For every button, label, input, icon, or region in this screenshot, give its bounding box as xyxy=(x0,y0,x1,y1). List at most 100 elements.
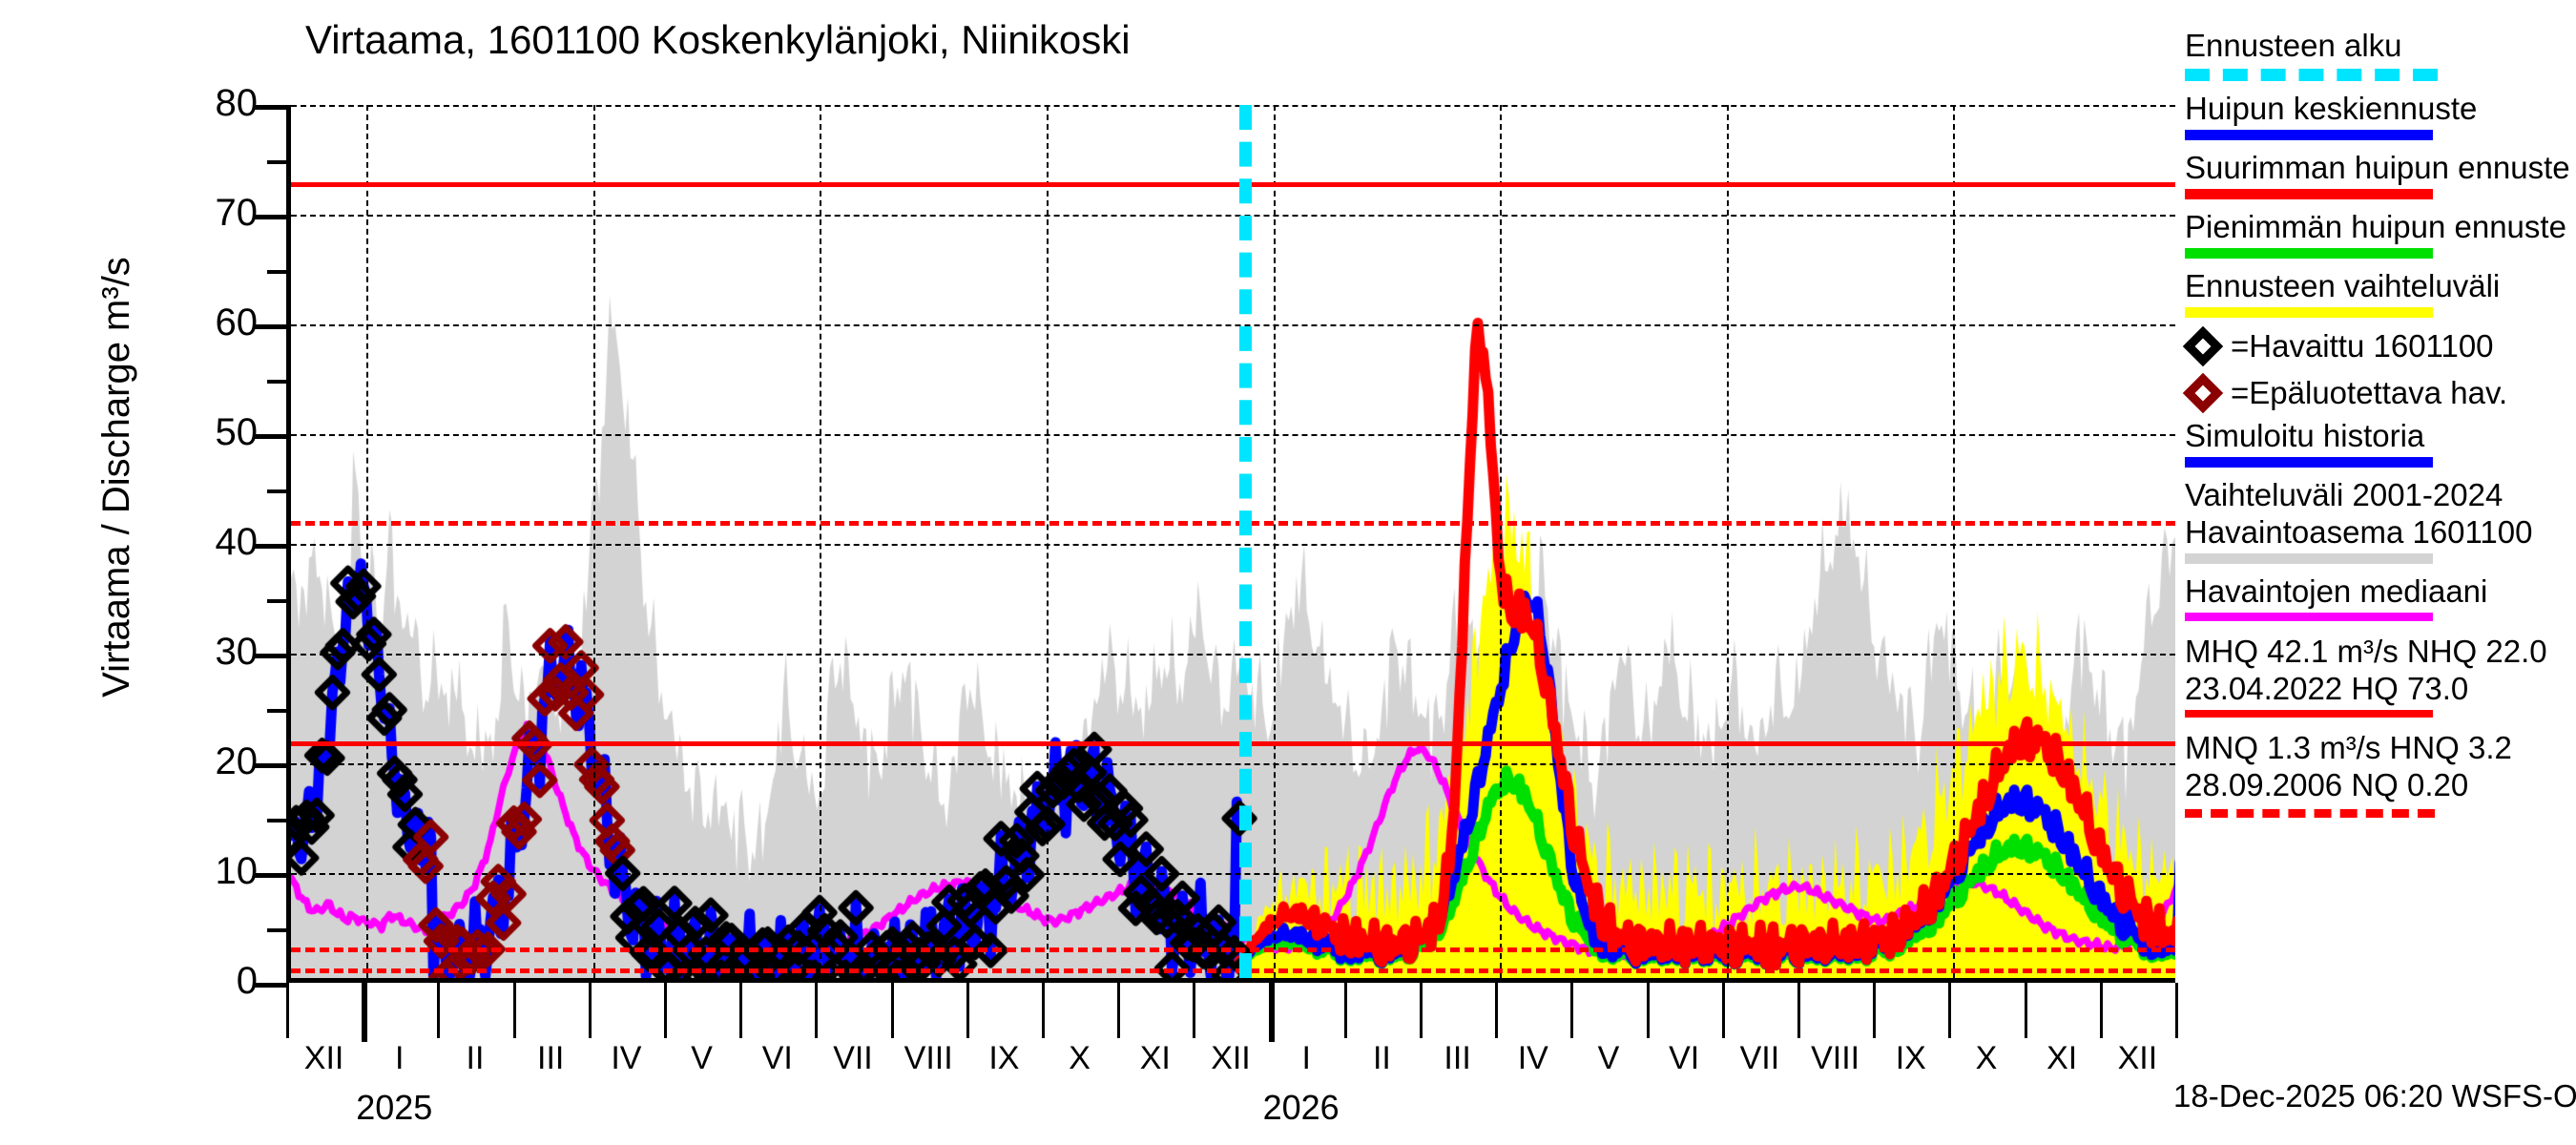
legend-label-simulated-history: Simuloitu historia xyxy=(2185,418,2425,453)
x-tick-0 xyxy=(286,983,289,1038)
x-tick-18 xyxy=(1646,983,1650,1038)
x-tick-16 xyxy=(1495,983,1499,1038)
x-tick-label-6: VI xyxy=(761,1040,793,1076)
x-tick-label-1: I xyxy=(395,1040,405,1076)
legend-swatch-forecast-start xyxy=(2185,69,2438,81)
x-tick-label-2: II xyxy=(466,1040,485,1076)
x-tick-20 xyxy=(1797,983,1800,1038)
x-tick-label-10: X xyxy=(1069,1040,1091,1076)
x-tick-10 xyxy=(1042,983,1045,1038)
reference-line-nhq xyxy=(291,741,2175,746)
x-tick-19 xyxy=(1721,983,1725,1038)
stats-hq-line1: MHQ 42.1 m³/s NHQ 22.0 xyxy=(2185,634,2547,669)
legend-swatch-hq-reference xyxy=(2185,710,2433,718)
x-tick-9 xyxy=(966,983,969,1038)
y-tick-label-30: 30 xyxy=(215,631,259,673)
legend-item-range-2001-2024: Vaihteluväli 2001-2024 Havaintoasema 160… xyxy=(2185,476,2566,564)
legend-label-peak-min: Pienimmän huipun ennuste xyxy=(2185,209,2566,244)
x-tick-label-14: II xyxy=(1372,1040,1391,1076)
x-tick-label-15: III xyxy=(1444,1040,1471,1076)
x-tick-13 xyxy=(1268,983,1275,1042)
x-tick-7 xyxy=(815,983,819,1038)
y-tick-label-70: 70 xyxy=(215,192,259,234)
legend-swatch-nq-reference xyxy=(2185,809,2435,818)
x-tick-15 xyxy=(1420,983,1423,1038)
y-tick-70 xyxy=(254,215,286,219)
y-minor-tick-75 xyxy=(267,159,286,164)
x-tick-3 xyxy=(512,983,516,1038)
stats-nq-line2: 28.09.2006 NQ 0.20 xyxy=(2185,767,2469,802)
y-minor-tick-15 xyxy=(267,818,286,822)
y-tick-40 xyxy=(254,544,286,549)
y-tick-label-10: 10 xyxy=(215,850,259,892)
x-tick-21 xyxy=(1873,983,1877,1038)
x-axis-year-2025: 2025 xyxy=(356,1088,433,1127)
legend-label-peak-mean: Huipun keskiennuste xyxy=(2185,91,2478,126)
x-tick-12 xyxy=(1193,983,1196,1038)
y-minor-tick-45 xyxy=(267,489,286,493)
y-tick-label-0: 0 xyxy=(236,960,258,1002)
x-tick-label-20: VIII xyxy=(1811,1040,1860,1076)
y-tick-label-40: 40 xyxy=(215,521,259,563)
stats-nq-line1: MNQ 1.3 m³/s HNQ 3.2 xyxy=(2185,730,2512,765)
reference-line-mhq xyxy=(291,520,2175,526)
legend-label-unreliable: =Epäluotettava hav. xyxy=(2231,375,2508,410)
x-tick-label-18: VI xyxy=(1669,1040,1700,1076)
legend-swatch-peak-min xyxy=(2185,248,2433,259)
y-tick-label-20: 20 xyxy=(215,740,259,782)
x-tick-label-13: I xyxy=(1301,1040,1311,1076)
y-tick-30 xyxy=(254,654,286,658)
footer-timestamp: 18-Dec-2025 06:20 WSFS-O xyxy=(2173,1078,2576,1114)
x-tick-1 xyxy=(362,983,368,1042)
reference-line-hnq xyxy=(291,947,2175,953)
x-tick-14 xyxy=(1343,983,1347,1038)
x-tick-2 xyxy=(437,983,441,1038)
legend: Ennusteen alku Huipun keskiennuste Suuri… xyxy=(2182,27,2570,826)
observed-diamond-icon xyxy=(2182,325,2224,366)
x-tick-label-23: XI xyxy=(2046,1040,2078,1076)
series-canvas xyxy=(291,105,2175,978)
x-tick-label-9: IX xyxy=(988,1040,1020,1076)
stats-hq-line2: 23.04.2022 HQ 73.0 xyxy=(2185,671,2469,706)
reference-line-hq xyxy=(291,181,2175,187)
y-tick-10 xyxy=(254,873,286,878)
legend-item-observed: =Havaittu 1601100 xyxy=(2182,325,2566,366)
plot-inner xyxy=(291,105,2175,978)
x-tick-17 xyxy=(1570,983,1574,1038)
legend-label-range-station: Havaintoasema 1601100 xyxy=(2185,514,2533,550)
legend-item-peak-mean: Huipun keskiennuste xyxy=(2185,90,2566,140)
y-tick-label-60: 60 xyxy=(215,302,259,344)
x-tick-4 xyxy=(588,983,592,1038)
x-tick-label-4: IV xyxy=(611,1040,642,1076)
legend-swatch-forecast-range xyxy=(2185,307,2433,318)
legend-item-simulated-history: Simuloitu historia xyxy=(2185,417,2566,468)
x-tick-label-0: XII xyxy=(303,1040,344,1076)
x-tick-label-12: XII xyxy=(1211,1040,1251,1076)
x-tick-label-21: IX xyxy=(1895,1040,1926,1076)
plot-area[interactable] xyxy=(286,105,2175,983)
page-title: Virtaama, 1601100 Koskenkylänjoki, Niini… xyxy=(305,17,1131,62)
legend-swatch-median xyxy=(2185,613,2433,621)
x-tick-24 xyxy=(2099,983,2103,1038)
legend-label-range-years: Vaihteluväli 2001-2024 xyxy=(2185,477,2503,512)
unreliable-diamond-icon xyxy=(2182,372,2224,413)
x-tick-11 xyxy=(1117,983,1121,1038)
y-minor-tick-35 xyxy=(267,598,286,603)
legend-item-stats-low: MNQ 1.3 m³/s HNQ 3.2 28.09.2006 NQ 0.20 xyxy=(2185,729,2566,818)
x-tick-label-7: VII xyxy=(833,1040,873,1076)
x-tick-label-11: XI xyxy=(1139,1040,1171,1076)
forecast-start-line xyxy=(1238,105,1252,978)
x-tick-label-5: V xyxy=(691,1040,713,1076)
legend-label-observed: =Havaittu 1601100 xyxy=(2231,328,2494,364)
legend-item-peak-max: Suurimman huipun ennuste xyxy=(2185,149,2570,199)
x-tick-6 xyxy=(739,983,743,1038)
y-axis-title: Virtaama / Discharge m³/s xyxy=(95,181,153,773)
y-tick-0 xyxy=(254,983,286,988)
y-tick-label-50: 50 xyxy=(215,411,259,453)
y-minor-tick-55 xyxy=(267,379,286,384)
x-tick-label-16: IV xyxy=(1517,1040,1548,1076)
legend-item-forecast-start: Ennusteen alku xyxy=(2185,27,2566,81)
y-minor-tick-25 xyxy=(267,708,286,713)
x-tick-label-8: VIII xyxy=(904,1040,953,1076)
